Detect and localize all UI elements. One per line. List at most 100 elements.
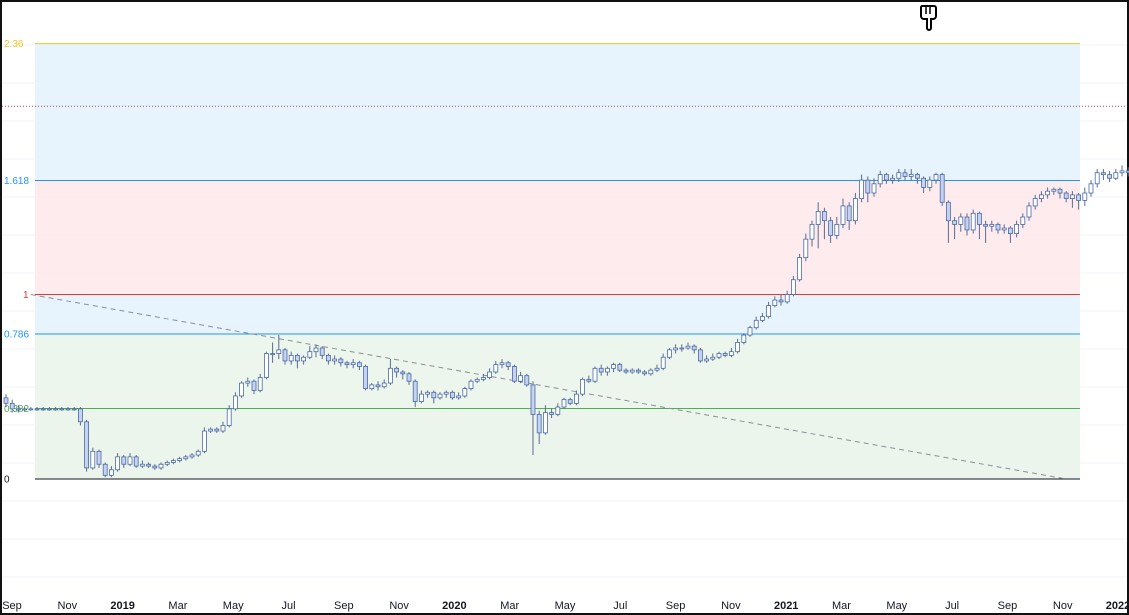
candle [679, 344, 685, 352]
candle-body [1125, 170, 1129, 174]
candle [462, 386, 468, 398]
candle-body [1088, 183, 1094, 194]
candle-body [245, 380, 251, 384]
candle-body [65, 408, 71, 411]
candle-body [908, 174, 914, 177]
candle [605, 366, 610, 376]
hand-pointer-icon [919, 5, 937, 31]
x-axis: Sep Nov 2019 Mar May Jul Sep Nov 2020 Mar May Jul Se… [2, 600, 1129, 612]
fib-level-label-2.36: 2.36 [4, 39, 24, 50]
candle [109, 466, 114, 478]
candle [574, 390, 579, 406]
candle [468, 379, 474, 391]
candle-body [995, 223, 1001, 231]
candle-body [474, 378, 480, 382]
candle [443, 390, 449, 398]
candle-body [735, 342, 740, 353]
candle-body [623, 369, 629, 373]
candle [760, 312, 765, 323]
candle-body [964, 216, 970, 231]
candle-body [561, 399, 567, 408]
candle [158, 462, 164, 470]
candle-body [791, 279, 796, 295]
fib-level-label-0.786: 0.786 [4, 329, 29, 340]
candle [654, 364, 660, 372]
candle [313, 344, 319, 358]
candle [698, 348, 703, 363]
candle [387, 359, 393, 385]
candle [301, 355, 307, 365]
candle [276, 335, 282, 360]
candle [846, 202, 852, 230]
candle-body [499, 362, 505, 366]
candle-body [115, 456, 120, 471]
x-tick-label: 2022 [1106, 600, 1129, 612]
candle [84, 419, 89, 472]
candle [263, 351, 269, 380]
candle-body [524, 375, 530, 386]
candle [983, 220, 988, 243]
candle-body [611, 364, 616, 369]
candle-body [648, 369, 654, 375]
candle-body [834, 223, 840, 236]
fib-band-1.618-1 [35, 180, 1080, 295]
candle [15, 405, 21, 413]
candle-body [394, 367, 400, 373]
candle-body [710, 356, 716, 360]
candle [170, 458, 176, 465]
candle-body [1063, 192, 1069, 199]
x-tick-label: Nov [721, 600, 741, 612]
fib-bands [35, 43, 1080, 479]
candle-body [344, 362, 350, 366]
candle [946, 200, 951, 243]
candle-body [766, 305, 771, 318]
candle-body [549, 412, 554, 415]
candle [660, 353, 666, 371]
candle-body [828, 220, 833, 236]
candle [977, 211, 982, 240]
candle [580, 377, 585, 396]
x-tick-label: Sep [334, 600, 354, 612]
x-tick-label: Mar [168, 600, 187, 612]
candles [3, 165, 1129, 478]
candle-body [933, 174, 939, 181]
candle-body [691, 345, 697, 351]
candle-body [1014, 223, 1019, 235]
candle [505, 360, 511, 371]
candle [1119, 165, 1125, 177]
candle [555, 403, 561, 417]
candle-body [350, 362, 356, 366]
candle-body [685, 345, 691, 349]
candle-body [778, 299, 784, 303]
candle [350, 359, 356, 369]
candle-body [133, 456, 139, 467]
candle-body [319, 347, 325, 356]
candle [896, 169, 902, 182]
candle-body [784, 294, 790, 303]
trendline[interactable] [30, 294, 1067, 480]
candle [964, 213, 970, 236]
candle-body [704, 358, 709, 362]
candle-body [195, 450, 201, 456]
candle [449, 390, 455, 400]
x-tick-label: Sep [2, 600, 22, 612]
fib-level-label-1.618: 1.618 [4, 176, 29, 187]
candle [307, 346, 313, 360]
candle-body [958, 216, 964, 225]
candle [784, 290, 790, 304]
candle [456, 392, 462, 400]
candle-body [34, 408, 40, 411]
candle [524, 373, 530, 387]
candle-body [1082, 192, 1088, 201]
candle-body [977, 212, 982, 225]
candle-body [332, 358, 338, 362]
candle-body [313, 347, 319, 353]
candle [474, 377, 480, 384]
candle-body [543, 412, 548, 434]
candle [146, 462, 152, 468]
candle [28, 407, 34, 411]
candle-body [1094, 172, 1100, 185]
candle-body [487, 371, 493, 378]
candle-body [456, 395, 462, 399]
